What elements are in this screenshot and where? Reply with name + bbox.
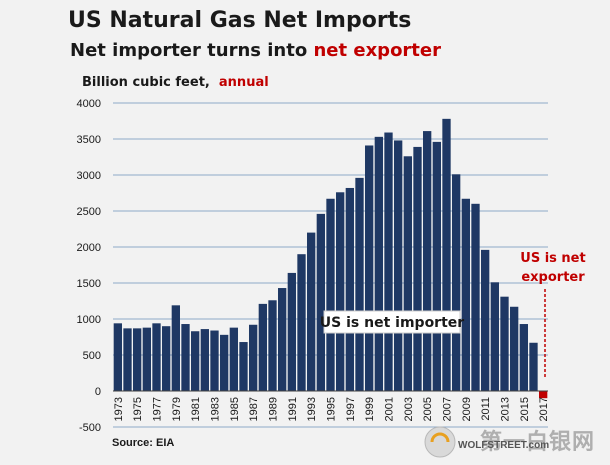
bar xyxy=(278,288,287,391)
chart-title: US Natural Gas Net Imports xyxy=(68,8,412,33)
bar xyxy=(258,303,267,391)
x-tick-label: 1979 xyxy=(171,397,183,421)
y-tick-label: 2500 xyxy=(77,206,101,218)
unit-highlight: annual xyxy=(218,75,269,90)
bar xyxy=(336,192,345,391)
unit-label: Billion cubic feet, annual xyxy=(82,75,269,90)
y-tick-label: 0 xyxy=(95,386,101,398)
x-tick-label: 1999 xyxy=(364,397,376,421)
bar xyxy=(152,323,161,391)
bar xyxy=(287,272,296,391)
y-tick-label: 3500 xyxy=(77,134,101,146)
y-tick-label: 3000 xyxy=(77,170,101,182)
bar xyxy=(249,324,258,391)
bar xyxy=(326,198,335,391)
x-tick-label: 1989 xyxy=(268,397,280,421)
bar xyxy=(423,131,432,391)
annotation-net-exporter-line1: US is net xyxy=(520,251,585,266)
bar xyxy=(210,330,219,391)
watermark-logo-icon xyxy=(424,426,456,458)
watermark-cn-text: 第一白银网 xyxy=(480,430,596,455)
bar xyxy=(181,324,190,391)
x-tick-label: 2017 xyxy=(538,397,550,421)
annotation-net-importer: US is net importer xyxy=(320,315,464,331)
y-tick-label: 2000 xyxy=(77,242,101,254)
bar xyxy=(452,174,461,391)
bar xyxy=(481,249,490,391)
x-tick-label: 1997 xyxy=(345,397,357,421)
x-tick-label: 1977 xyxy=(152,397,164,421)
bar xyxy=(539,391,548,399)
x-tick-label: 2009 xyxy=(461,397,473,421)
bar xyxy=(394,140,403,391)
bar xyxy=(171,305,180,391)
bar xyxy=(529,342,538,391)
bar xyxy=(345,187,354,391)
bar xyxy=(500,296,509,391)
watermark: 第一白银网 WOLFSTREET.com xyxy=(420,418,608,462)
bar xyxy=(162,326,171,391)
bar xyxy=(384,132,393,391)
source-label: Source: EIA xyxy=(112,437,175,449)
bar xyxy=(374,136,383,391)
y-tick-label: 1000 xyxy=(77,314,101,326)
y-tick-label: 500 xyxy=(83,350,101,362)
bar xyxy=(510,306,519,391)
bar xyxy=(432,141,441,391)
annotation-net-exporter-line2: exporter xyxy=(521,270,585,285)
bar xyxy=(461,198,470,391)
x-tick-label: 1995 xyxy=(326,397,338,421)
x-tick-label: 2015 xyxy=(519,397,531,421)
x-tick-label: 1983 xyxy=(210,397,222,421)
bar xyxy=(142,327,151,391)
bar xyxy=(229,327,238,391)
bar xyxy=(355,177,364,391)
x-tick-label: 2001 xyxy=(384,397,396,421)
x-tick-label: 1985 xyxy=(229,397,241,421)
bar xyxy=(133,328,142,391)
subtitle-highlight: net exporter xyxy=(313,40,441,61)
bar xyxy=(403,156,412,391)
bar xyxy=(220,334,229,391)
subtitle-main: Net importer turns into xyxy=(70,40,314,61)
x-tick-label: 1991 xyxy=(287,397,299,421)
bar xyxy=(268,300,277,391)
y-tick-label: -500 xyxy=(79,422,101,434)
annotation-box xyxy=(323,310,461,334)
x-tick-label: 2013 xyxy=(500,397,512,421)
x-tick-label: 2007 xyxy=(442,397,454,421)
bar xyxy=(113,323,122,391)
chart-subtitle: Net importer turns into net exporter xyxy=(70,40,441,61)
y-tick-label: 1500 xyxy=(77,278,101,290)
bar xyxy=(297,254,306,391)
x-tick-label: 2005 xyxy=(422,397,434,421)
bar xyxy=(519,324,528,391)
x-tick-label: 1993 xyxy=(306,397,318,421)
bar xyxy=(200,329,209,391)
unit-main: Billion cubic feet, xyxy=(82,75,210,90)
x-tick-label: 1981 xyxy=(190,397,202,421)
bar xyxy=(191,331,200,391)
x-tick-label: 1975 xyxy=(132,397,144,421)
bar xyxy=(413,146,422,391)
bar xyxy=(490,282,499,391)
bar xyxy=(471,203,480,391)
x-tick-label: 1987 xyxy=(248,397,260,421)
x-tick-label: 2003 xyxy=(403,397,415,421)
bar xyxy=(365,145,374,391)
bar xyxy=(239,342,248,391)
bar xyxy=(307,232,316,391)
y-tick-label: 4000 xyxy=(77,98,101,110)
bar xyxy=(316,213,325,391)
bar xyxy=(123,328,132,391)
x-tick-label: 2011 xyxy=(480,397,492,421)
x-tick-label: 1973 xyxy=(113,397,125,421)
bar xyxy=(442,118,451,391)
watermark-site-text: WOLFSTREET.com xyxy=(458,440,550,451)
